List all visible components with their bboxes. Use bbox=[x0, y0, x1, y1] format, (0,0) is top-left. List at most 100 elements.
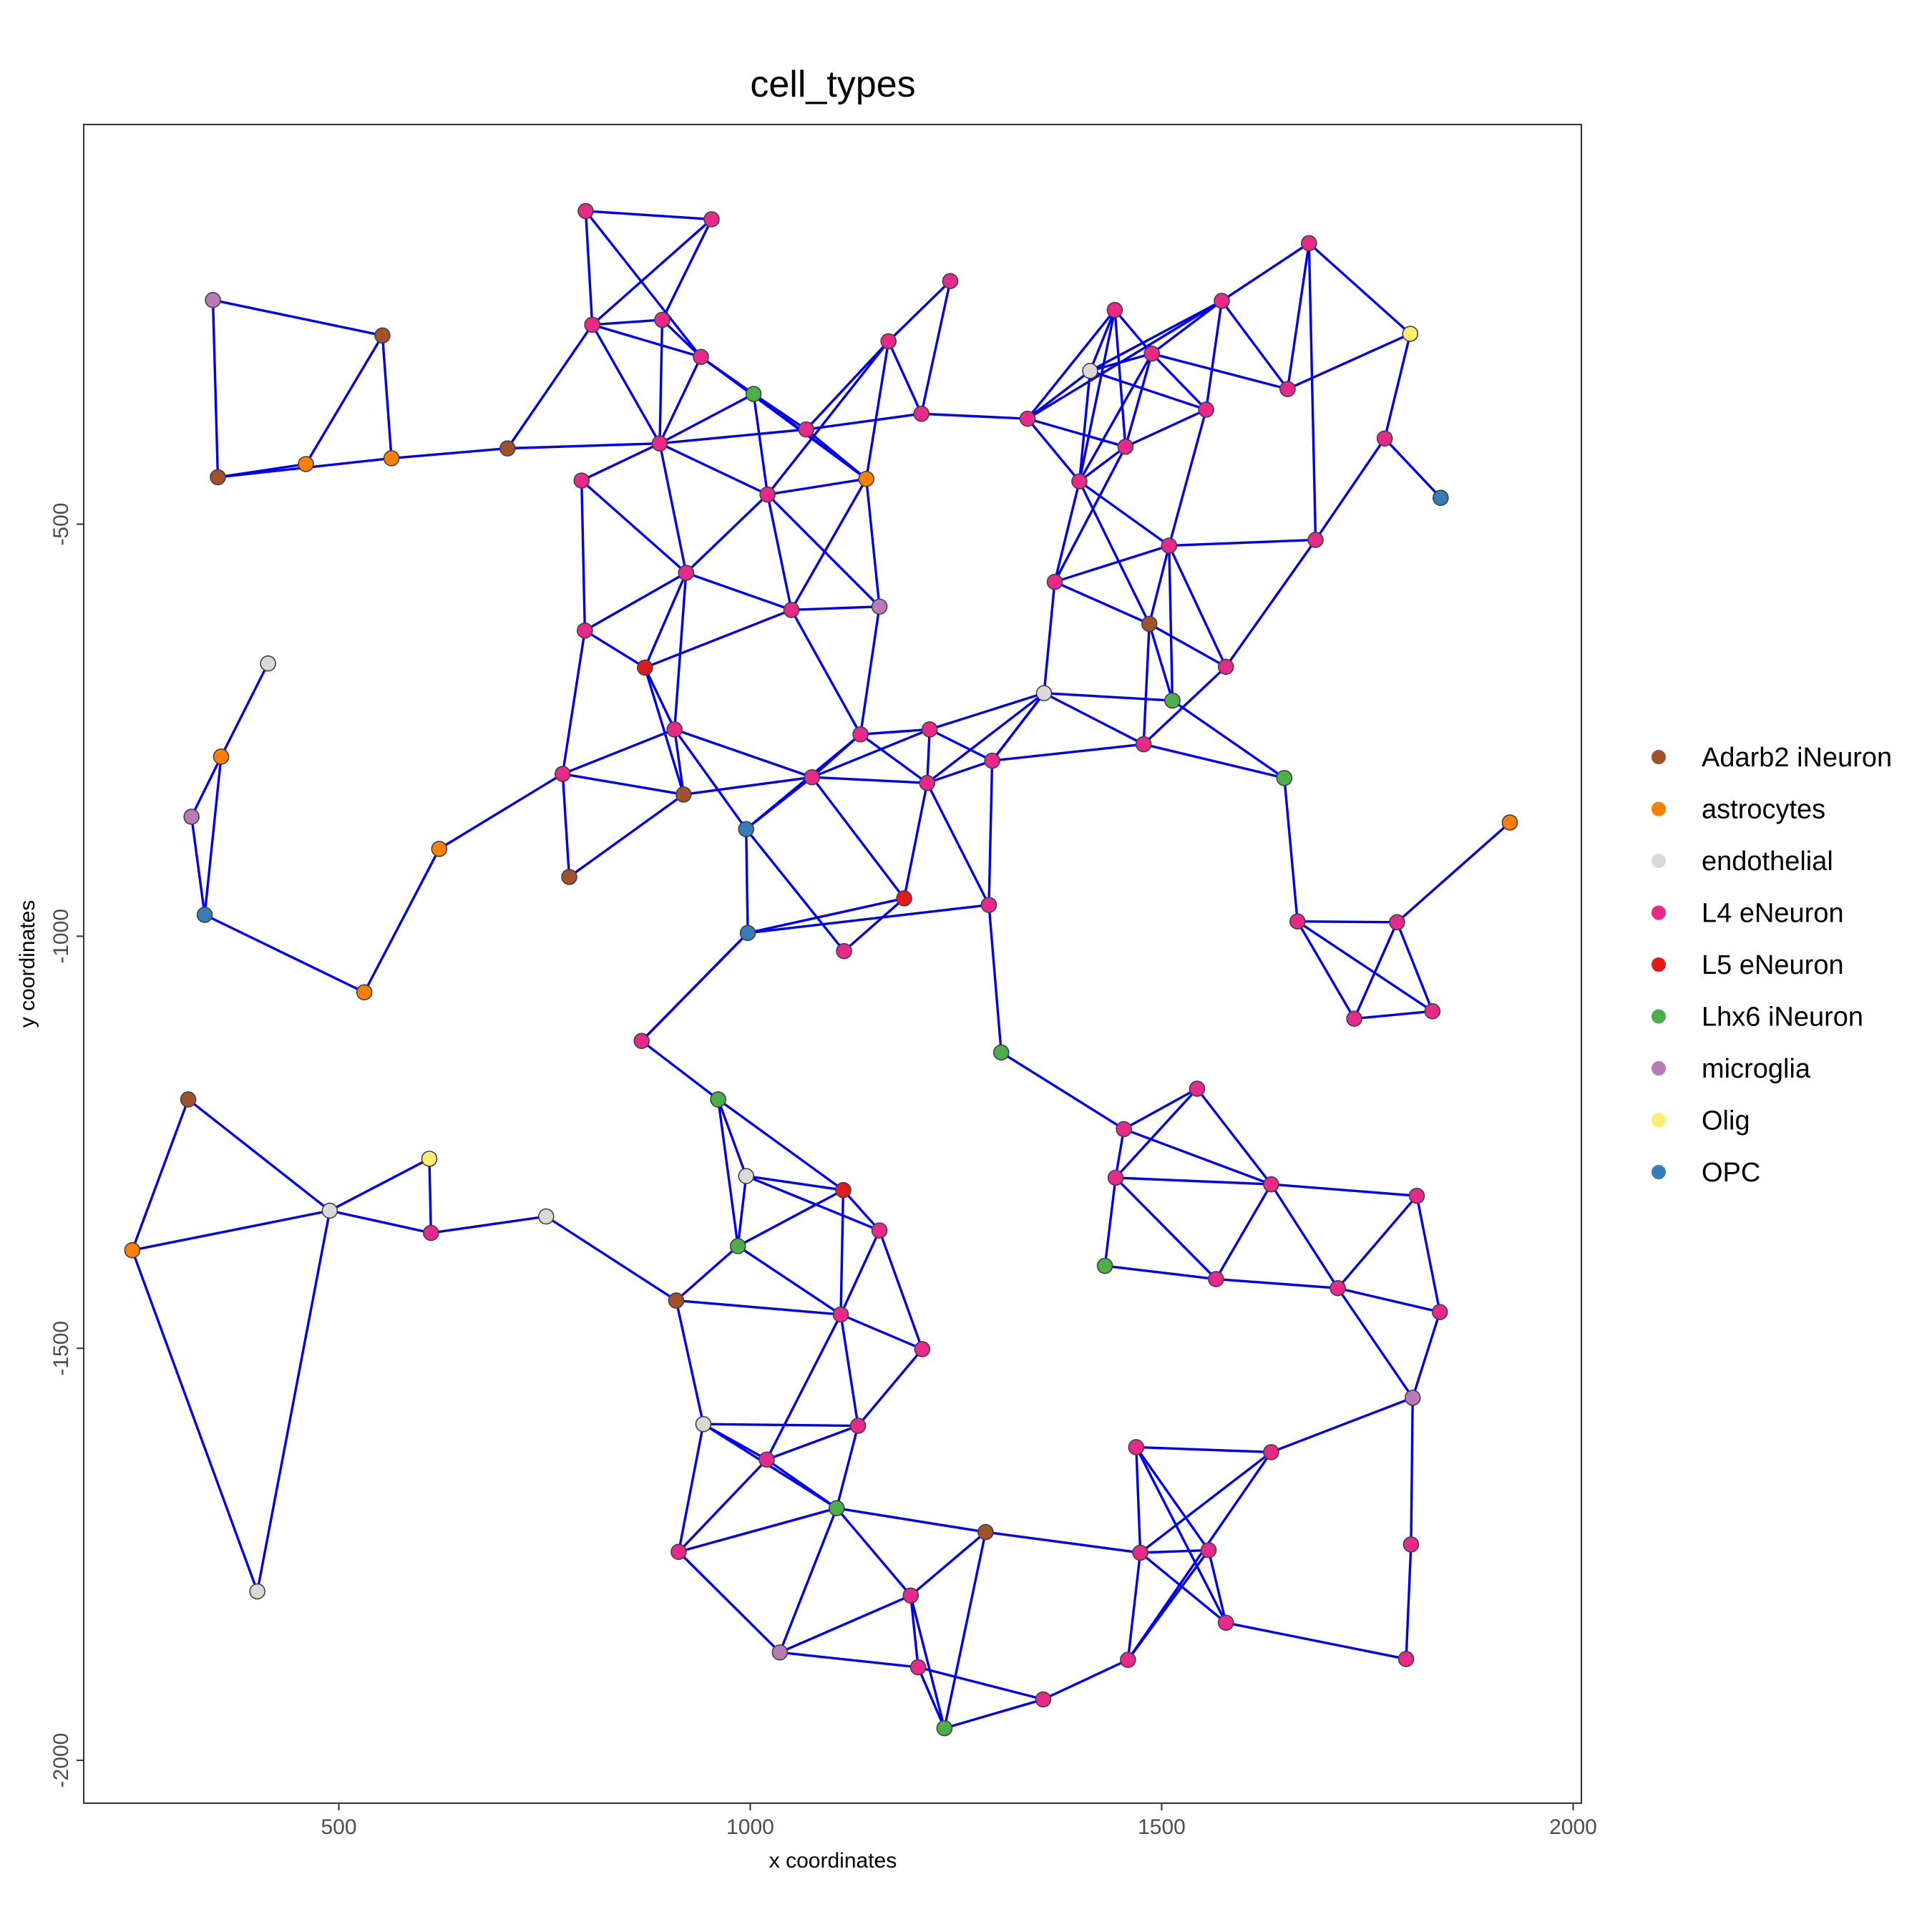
network-edge bbox=[561, 774, 571, 877]
cell-point bbox=[321, 1202, 338, 1219]
cell-point bbox=[1431, 1304, 1448, 1320]
network-edge bbox=[391, 447, 508, 460]
cell-point bbox=[666, 721, 683, 738]
network-edge bbox=[561, 630, 587, 774]
cell-point bbox=[798, 421, 814, 438]
cell-point bbox=[1408, 1187, 1425, 1204]
network-edge bbox=[1354, 1010, 1433, 1020]
network-edge bbox=[678, 1458, 768, 1553]
cell-point bbox=[180, 1091, 197, 1108]
cell-point bbox=[183, 809, 200, 825]
cell-point bbox=[422, 1224, 439, 1241]
network-edge bbox=[805, 340, 889, 431]
network-edge bbox=[1126, 1552, 1142, 1660]
network-edge bbox=[745, 829, 749, 933]
network-edge bbox=[677, 1423, 705, 1553]
plot-panel bbox=[83, 124, 1582, 1804]
network-edge bbox=[1271, 1183, 1418, 1197]
network-edge bbox=[985, 1531, 1141, 1554]
cell-point bbox=[1164, 692, 1181, 709]
cell-point bbox=[693, 348, 709, 366]
network-edge bbox=[1135, 1446, 1227, 1624]
network-edge bbox=[659, 428, 806, 445]
cell-point bbox=[1301, 235, 1317, 252]
cell-point bbox=[249, 1583, 265, 1600]
network-edge bbox=[1283, 778, 1299, 922]
network-edge bbox=[1054, 580, 1150, 625]
network-edge bbox=[1053, 446, 1127, 582]
y-tick-label: -1500 bbox=[49, 1321, 73, 1376]
legend-key bbox=[1652, 854, 1666, 868]
network-edge bbox=[790, 478, 868, 611]
network-edge bbox=[779, 1508, 838, 1653]
network-edge bbox=[190, 756, 223, 818]
cell-point bbox=[1263, 1444, 1279, 1460]
network-edge bbox=[584, 629, 646, 669]
network-edge bbox=[857, 1348, 924, 1427]
cell-point bbox=[1106, 301, 1123, 318]
x-tick-label: 1500 bbox=[1138, 1815, 1186, 1839]
network-edge bbox=[568, 793, 685, 878]
cell-point bbox=[1096, 1257, 1113, 1274]
cell-point bbox=[1116, 1121, 1132, 1138]
network-edge bbox=[746, 1174, 880, 1232]
x-tick-label: 2000 bbox=[1549, 1815, 1597, 1839]
network-edge bbox=[835, 1507, 912, 1596]
cell-point bbox=[738, 1168, 755, 1184]
cell-point bbox=[1376, 430, 1393, 447]
network-edge bbox=[660, 218, 713, 321]
cell-point bbox=[1198, 401, 1214, 418]
network-edge bbox=[717, 1098, 844, 1191]
network-edge bbox=[747, 903, 990, 935]
network-edge bbox=[1078, 309, 1116, 482]
network-edge bbox=[659, 393, 754, 445]
network-edge bbox=[643, 667, 676, 731]
cell-point bbox=[1046, 573, 1063, 590]
cell-point bbox=[871, 598, 888, 615]
network-edge bbox=[1027, 417, 1126, 448]
network-edge bbox=[1221, 300, 1289, 390]
cell-point bbox=[1307, 532, 1324, 548]
network-edge bbox=[1026, 418, 1080, 482]
cell-point bbox=[921, 721, 938, 738]
legend-key bbox=[1652, 1009, 1666, 1024]
cell-point bbox=[695, 1415, 712, 1433]
network-edge bbox=[1139, 1451, 1272, 1554]
network-edge bbox=[643, 667, 685, 795]
cell-point bbox=[668, 1292, 685, 1309]
cell-point bbox=[537, 1208, 555, 1225]
network-edge bbox=[1308, 242, 1411, 335]
cell-point bbox=[1289, 913, 1306, 930]
network-edge bbox=[1114, 1176, 1217, 1280]
cell-point bbox=[896, 890, 912, 907]
network-edge bbox=[585, 210, 712, 221]
cell-point bbox=[554, 766, 571, 782]
network-edge bbox=[675, 1299, 841, 1316]
network-edge bbox=[678, 1551, 781, 1654]
cell-point bbox=[942, 273, 959, 290]
network-edge bbox=[428, 1158, 432, 1234]
network-edge bbox=[1103, 1177, 1117, 1267]
cell-point bbox=[977, 1523, 994, 1541]
cell-point bbox=[771, 1644, 789, 1661]
x-axis: 500 1000 1500 2000 bbox=[321, 1803, 1597, 1839]
network-edge bbox=[864, 341, 890, 479]
network-edge bbox=[991, 692, 1045, 762]
network-edge bbox=[1089, 352, 1153, 372]
network-edge bbox=[1125, 408, 1207, 448]
network-edge bbox=[1151, 352, 1288, 391]
network-edge bbox=[737, 1245, 841, 1316]
cell-point bbox=[1143, 345, 1160, 362]
network-edge bbox=[1411, 1312, 1441, 1398]
network-edge bbox=[779, 1651, 919, 1669]
network-edge bbox=[1135, 1446, 1210, 1551]
network-edge bbox=[305, 334, 384, 465]
network-edge bbox=[1140, 1548, 1209, 1554]
network-edge bbox=[1043, 582, 1056, 693]
cell-point bbox=[213, 748, 230, 765]
network-edge bbox=[644, 608, 792, 669]
cell-point bbox=[577, 203, 594, 220]
chart-title: cell_types bbox=[750, 64, 915, 105]
cell-point bbox=[919, 774, 936, 791]
network-edge bbox=[1196, 1088, 1272, 1186]
